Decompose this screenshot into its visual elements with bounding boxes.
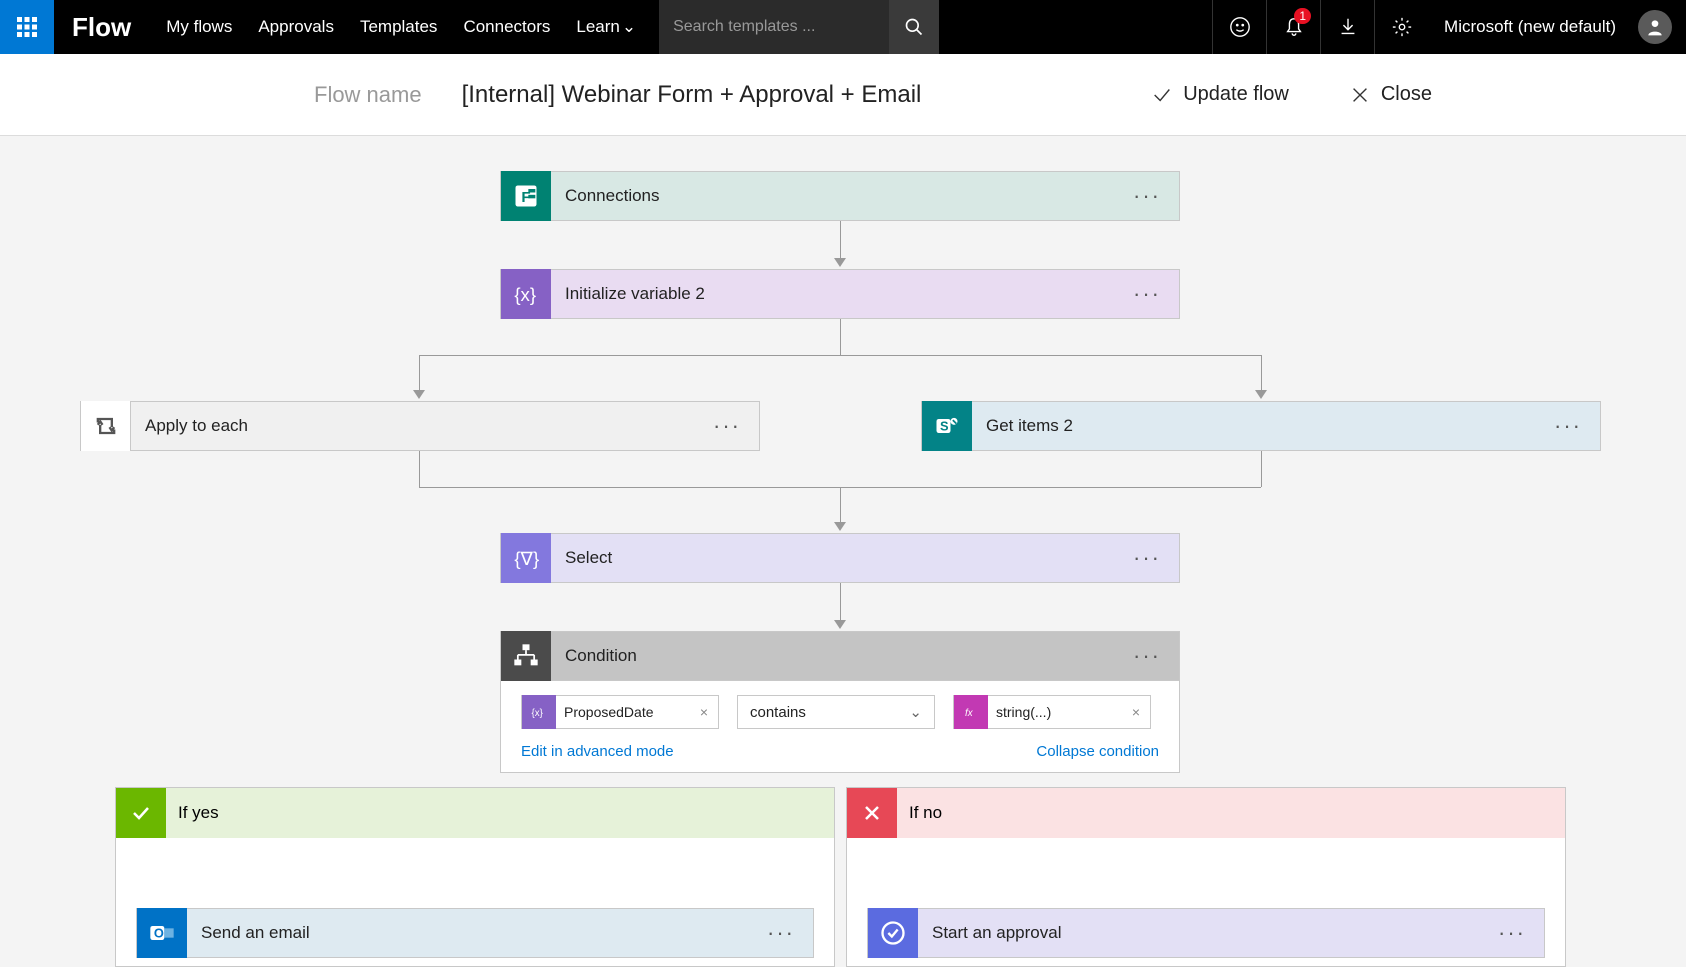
chevron-down-icon: ⌄: [909, 703, 922, 721]
condition-operator-value: contains: [750, 704, 806, 721]
svg-text:O: O: [154, 926, 164, 941]
expression-token-icon: fx: [954, 695, 988, 729]
update-flow-label: Update flow: [1183, 83, 1289, 106]
card-get-items-menu[interactable]: ···: [1536, 413, 1600, 439]
search-input[interactable]: [659, 0, 889, 54]
loop-icon: [81, 401, 131, 451]
close-button[interactable]: Close: [1349, 83, 1432, 106]
if-no-header[interactable]: If no: [847, 788, 1565, 838]
tenant-name[interactable]: Microsoft (new default): [1428, 17, 1632, 37]
avatar[interactable]: [1638, 10, 1672, 44]
card-init-variable-menu[interactable]: ···: [1115, 281, 1179, 307]
nav-links: My flows Approvals Templates Connectors …: [153, 0, 649, 54]
download-button[interactable]: [1320, 0, 1374, 54]
card-get-items[interactable]: S Get items 2 ···: [921, 401, 1601, 451]
card-connections-menu[interactable]: ···: [1115, 183, 1179, 209]
nav-approvals[interactable]: Approvals: [245, 0, 347, 54]
if-yes-panel: If yes O Send an email ···: [115, 787, 835, 967]
check-icon: [1151, 84, 1173, 106]
condition-icon: [501, 631, 551, 681]
svg-text:fx: fx: [965, 708, 974, 719]
svg-text:{x}: {x}: [514, 284, 536, 305]
if-no-title: If no: [897, 803, 942, 823]
card-connections[interactable]: F Connections ···: [500, 171, 1180, 221]
search-wrap: [659, 0, 939, 54]
card-init-variable-title: Initialize variable 2: [551, 284, 705, 304]
app-launcher[interactable]: [0, 0, 54, 54]
condition-right-token-text: string(...): [988, 704, 1059, 720]
flow-name-label: Flow name: [314, 82, 422, 108]
svg-text:{x}: {x}: [532, 708, 544, 719]
if-yes-header[interactable]: If yes: [116, 788, 834, 838]
card-send-email-menu[interactable]: ···: [749, 920, 813, 946]
card-apply-to-each-title: Apply to each: [131, 416, 248, 436]
nav-my-flows[interactable]: My flows: [153, 0, 245, 54]
card-init-variable[interactable]: {x} Initialize variable 2 ···: [500, 269, 1180, 319]
variable-token-icon: {x}: [522, 695, 556, 729]
feedback-button[interactable]: [1212, 0, 1266, 54]
card-select-menu[interactable]: ···: [1115, 545, 1179, 571]
brand[interactable]: Flow: [54, 12, 153, 43]
condition-left-token-text: ProposedDate: [556, 704, 662, 720]
approval-icon: [868, 908, 918, 958]
condition-body: {x} ProposedDate × contains ⌄ fx string(…: [500, 681, 1180, 773]
close-icon: [1349, 84, 1371, 106]
top-nav: Flow My flows Approvals Templates Connec…: [0, 0, 1686, 54]
card-get-items-title: Get items 2: [972, 416, 1073, 436]
card-condition-title: Condition: [551, 646, 637, 666]
edit-advanced-mode-link[interactable]: Edit in advanced mode: [521, 743, 674, 760]
nav-learn[interactable]: Learn⌄: [563, 0, 649, 54]
waffle-icon: [17, 17, 37, 37]
card-start-approval[interactable]: Start an approval ···: [867, 908, 1545, 958]
card-condition[interactable]: Condition ···: [500, 631, 1180, 681]
condition-left-remove[interactable]: ×: [700, 704, 708, 720]
check-icon: [116, 788, 166, 838]
avatar-icon: [1645, 17, 1665, 37]
flow-name-value[interactable]: [Internal] Webinar Form + Approval + Ema…: [462, 81, 922, 109]
collapse-condition-link[interactable]: Collapse condition: [1036, 743, 1159, 760]
card-send-email[interactable]: O Send an email ···: [136, 908, 814, 958]
card-start-approval-title: Start an approval: [918, 923, 1061, 943]
condition-right-operand[interactable]: fx string(...) ×: [953, 695, 1151, 729]
svg-text:S: S: [940, 419, 949, 434]
sub-bar: Flow name [Internal] Webinar Form + Appr…: [0, 54, 1686, 136]
if-yes-title: If yes: [166, 803, 219, 823]
condition-operator-select[interactable]: contains ⌄: [737, 695, 935, 729]
card-connections-title: Connections: [551, 186, 660, 206]
sharepoint-icon: S: [922, 401, 972, 451]
search-icon: [904, 17, 924, 37]
close-label: Close: [1381, 83, 1432, 106]
card-select[interactable]: {∇} Select ···: [500, 533, 1180, 583]
smile-icon: [1229, 16, 1251, 38]
settings-button[interactable]: [1374, 0, 1428, 54]
nav-templates[interactable]: Templates: [347, 0, 450, 54]
card-apply-to-each[interactable]: Apply to each ···: [80, 401, 760, 451]
gear-icon: [1391, 16, 1413, 38]
nav-icons: 1 Microsoft (new default): [1212, 0, 1686, 54]
download-icon: [1337, 16, 1359, 38]
update-flow-button[interactable]: Update flow: [1151, 83, 1289, 106]
outlook-icon: O: [137, 908, 187, 958]
notification-badge: 1: [1294, 8, 1311, 24]
condition-right-remove[interactable]: ×: [1132, 704, 1140, 720]
card-start-approval-menu[interactable]: ···: [1480, 920, 1544, 946]
card-send-email-title: Send an email: [187, 923, 310, 943]
card-select-title: Select: [551, 548, 612, 568]
forms-icon: F: [501, 171, 551, 221]
card-apply-to-each-menu[interactable]: ···: [695, 413, 759, 439]
nav-connectors[interactable]: Connectors: [450, 0, 563, 54]
variable-icon: {x}: [501, 269, 551, 319]
select-icon: {∇}: [501, 533, 551, 583]
search-button[interactable]: [889, 0, 939, 54]
svg-text:{∇}: {∇}: [514, 548, 539, 569]
x-icon: [847, 788, 897, 838]
chevron-down-icon: ⌄: [622, 17, 636, 36]
notifications-button[interactable]: 1: [1266, 0, 1320, 54]
condition-left-operand[interactable]: {x} ProposedDate ×: [521, 695, 719, 729]
nav-learn-label: Learn: [576, 17, 619, 36]
card-condition-menu[interactable]: ···: [1115, 643, 1179, 669]
if-no-panel: If no Start an approval ···: [846, 787, 1566, 967]
